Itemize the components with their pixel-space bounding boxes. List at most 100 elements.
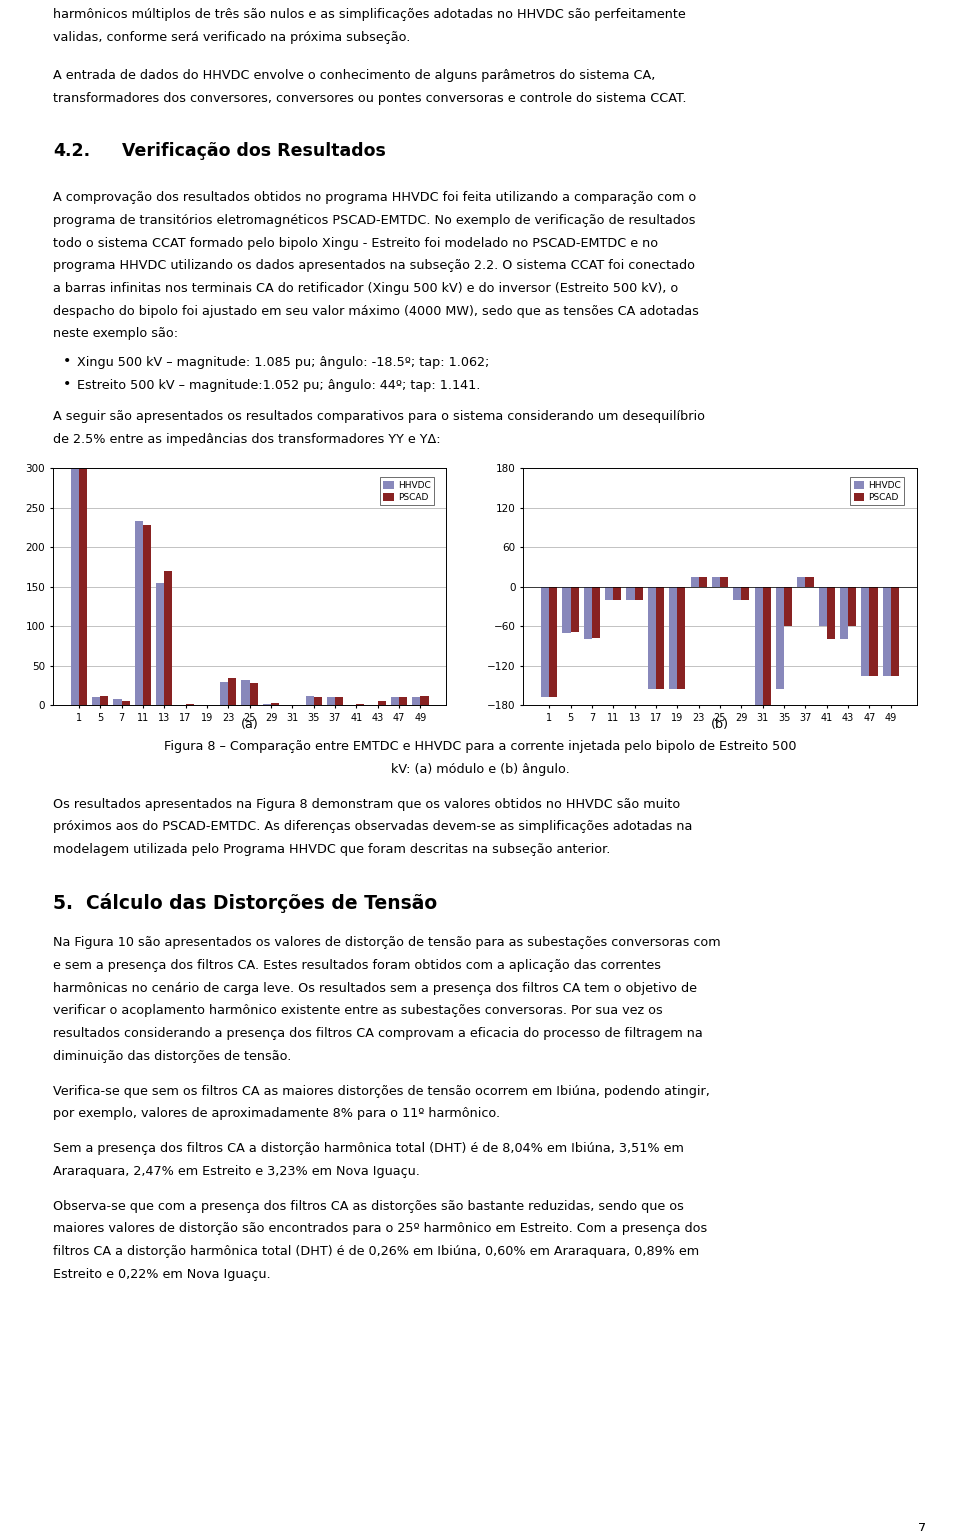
Bar [669, 586, 678, 689]
Bar [156, 583, 164, 706]
Bar [314, 697, 322, 706]
Bar [71, 468, 79, 706]
Text: e sem a presença dos filtros CA. Estes resultados foram obtidos com a aplicação : e sem a presença dos filtros CA. Estes r… [53, 958, 660, 972]
Bar [563, 586, 570, 632]
Bar [827, 586, 835, 640]
Text: 4.2.: 4.2. [53, 142, 90, 159]
Bar [605, 586, 613, 600]
Bar [861, 586, 870, 675]
Bar [891, 586, 899, 675]
Bar [690, 577, 699, 586]
Bar [805, 577, 813, 586]
Text: kV: (a) módulo e (b) ângulo.: kV: (a) módulo e (b) ângulo. [391, 762, 569, 776]
Bar [164, 571, 172, 706]
Bar [720, 577, 728, 586]
Bar [584, 586, 592, 640]
Text: Observa-se que com a presença dos filtros CA as distorções são bastante reduzida: Observa-se que com a presença dos filtro… [53, 1200, 684, 1213]
Bar [755, 586, 762, 706]
Text: a barras infinitas nos terminais CA do retificador (Xingu 500 kV) e do inversor : a barras infinitas nos terminais CA do r… [53, 282, 678, 295]
Text: •: • [62, 355, 71, 369]
Text: filtros CA a distorção harmônica total (DHT) é de 0,26% em Ibiúna, 0,60% em Arar: filtros CA a distorção harmônica total (… [53, 1245, 699, 1258]
Bar [399, 698, 407, 706]
Bar [412, 698, 420, 706]
Text: todo o sistema CCAT formado pelo bipolo Xingu - Estreito foi modelado no PSCAD-E: todo o sistema CCAT formado pelo bipolo … [53, 237, 658, 250]
Bar [870, 586, 877, 675]
Bar [784, 586, 792, 626]
Bar [549, 586, 558, 698]
Bar [798, 577, 805, 586]
Bar [220, 681, 228, 706]
Text: neste exemplo são:: neste exemplo são: [53, 328, 178, 340]
Bar [242, 680, 250, 706]
Bar [377, 701, 386, 706]
Bar [122, 701, 130, 706]
Text: •: • [62, 377, 71, 390]
Bar [263, 704, 271, 706]
Bar [79, 468, 87, 706]
Bar [848, 586, 856, 626]
Bar [271, 703, 279, 706]
Text: (b): (b) [711, 718, 729, 730]
Bar [250, 683, 257, 706]
Bar [335, 697, 343, 706]
Bar [762, 586, 771, 706]
Text: Estreito e 0,22% em Nova Iguaçu.: Estreito e 0,22% em Nova Iguaçu. [53, 1268, 271, 1281]
Text: Verifica-se que sem os filtros CA as maiores distorções de tensão ocorrem em Ibi: Verifica-se que sem os filtros CA as mai… [53, 1084, 709, 1098]
Bar [613, 586, 621, 600]
Legend: HHVDC, PSCAD: HHVDC, PSCAD [850, 478, 904, 505]
Bar [143, 525, 151, 706]
Bar [228, 678, 236, 706]
Text: Estreito 500 kV – magnitude:1.052 pu; ângulo: 44º; tap: 1.141.: Estreito 500 kV – magnitude:1.052 pu; ân… [77, 378, 480, 392]
Bar [327, 698, 335, 706]
Bar [699, 577, 707, 586]
Bar [185, 704, 194, 706]
Bar [100, 697, 108, 706]
Bar [305, 697, 314, 706]
Bar [712, 577, 720, 586]
Text: Sem a presença dos filtros CA a distorção harmônica total (DHT) é de 8,04% em Ib: Sem a presença dos filtros CA a distorçã… [53, 1142, 684, 1156]
Bar [776, 586, 784, 689]
Text: Figura 8 – Comparação entre EMTDC e HHVDC para a corrente injetada pelo bipolo d: Figura 8 – Comparação entre EMTDC e HHVD… [164, 741, 796, 753]
Bar [656, 586, 664, 689]
Text: programa de transitórios eletromagnéticos PSCAD-EMTDC. No exemplo de verificação: programa de transitórios eletromagnético… [53, 214, 695, 227]
Text: A seguir são apresentados os resultados comparativos para o sistema considerando: A seguir são apresentados os resultados … [53, 410, 705, 424]
Bar [420, 697, 428, 706]
Text: harmônicos múltiplos de três são nulos e as simplificações adotadas no HHVDC são: harmônicos múltiplos de três são nulos e… [53, 8, 685, 21]
Text: Na Figura 10 são apresentados os valores de distorção de tensão para as subestaç: Na Figura 10 são apresentados os valores… [53, 937, 720, 949]
Bar [570, 586, 579, 631]
Text: diminuição das distorções de tensão.: diminuição das distorções de tensão. [53, 1050, 291, 1063]
Text: A comprovação dos resultados obtidos no programa HHVDC foi feita utilizando a co: A comprovação dos resultados obtidos no … [53, 191, 696, 204]
Bar [840, 586, 848, 640]
Bar [391, 698, 399, 706]
Text: transformadores dos conversores, conversores ou pontes conversoras e controle do: transformadores dos conversores, convers… [53, 92, 686, 104]
Text: despacho do bipolo foi ajustado em seu valor máximo (4000 MW), sedo que as tensõ: despacho do bipolo foi ajustado em seu v… [53, 305, 699, 317]
Text: resultados considerando a presença dos filtros CA comprovam a eficacia do proces: resultados considerando a presença dos f… [53, 1027, 703, 1040]
Bar [134, 521, 143, 706]
Bar [113, 700, 122, 706]
Text: validas, conforme será verificado na próxima subseção.: validas, conforme será verificado na pró… [53, 31, 410, 44]
Bar [741, 586, 750, 600]
Text: próximos aos do PSCAD-EMTDC. As diferenças observadas devem-se as simplificações: próximos aos do PSCAD-EMTDC. As diferenç… [53, 821, 692, 833]
Text: verificar o acoplamento harmônico existente entre as subestações conversoras. Po: verificar o acoplamento harmônico existe… [53, 1004, 662, 1018]
Text: harmônicas no cenário de carga leve. Os resultados sem a presença dos filtros CA: harmônicas no cenário de carga leve. Os … [53, 981, 697, 995]
Bar [592, 586, 600, 638]
Bar [356, 704, 365, 706]
Text: programa HHVDC utilizando os dados apresentados na subseção 2.2. O sistema CCAT : programa HHVDC utilizando os dados apres… [53, 259, 695, 273]
Bar [92, 698, 100, 706]
Text: de 2.5% entre as impedâncias dos transformadores YY e YΔ:: de 2.5% entre as impedâncias dos transfo… [53, 433, 441, 446]
Text: modelagem utilizada pelo Programa HHVDC que foram descritas na subseção anterior: modelagem utilizada pelo Programa HHVDC … [53, 844, 611, 856]
Text: Araraquara, 2,47% em Estreito e 3,23% em Nova Iguaçu.: Araraquara, 2,47% em Estreito e 3,23% em… [53, 1165, 420, 1177]
Text: maiores valores de distorção são encontrados para o 25º harmônico em Estreito. C: maiores valores de distorção são encontr… [53, 1222, 708, 1236]
Text: Os resultados apresentados na Figura 8 demonstram que os valores obtidos no HHVD: Os resultados apresentados na Figura 8 d… [53, 798, 680, 811]
Bar [819, 586, 827, 626]
Bar [627, 586, 635, 600]
Text: 5.  Cálculo das Distorções de Tensão: 5. Cálculo das Distorções de Tensão [53, 894, 437, 914]
Text: por exemplo, valores de aproximadamente 8% para o 11º harmônico.: por exemplo, valores de aproximadamente … [53, 1107, 500, 1121]
Bar [541, 586, 549, 698]
Bar [648, 586, 656, 689]
Bar [635, 586, 642, 600]
Bar [733, 586, 741, 600]
Text: A entrada de dados do HHVDC envolve o conhecimento de alguns parâmetros do siste: A entrada de dados do HHVDC envolve o co… [53, 69, 655, 83]
Text: Xingu 500 kV – magnitude: 1.085 pu; ângulo: -18.5º; tap: 1.062;: Xingu 500 kV – magnitude: 1.085 pu; ângu… [77, 357, 490, 369]
Text: 7: 7 [919, 1522, 926, 1531]
